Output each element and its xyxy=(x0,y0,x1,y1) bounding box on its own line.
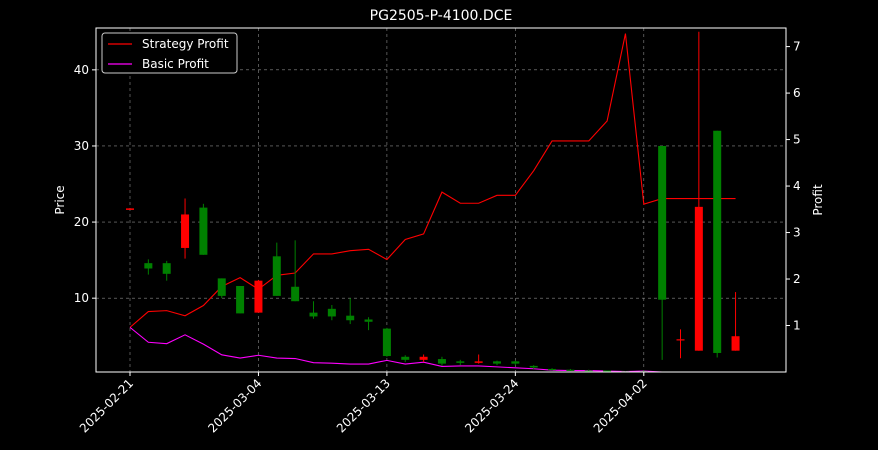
legend-box xyxy=(101,32,238,74)
candle-body xyxy=(529,365,538,368)
y-right-tick-label: 3 xyxy=(793,226,801,240)
x-tick-label: 2025-03-24 xyxy=(462,376,521,435)
candle-body xyxy=(603,370,612,372)
candle-body xyxy=(713,130,722,353)
x-tick-label: 2025-04-02 xyxy=(591,376,650,435)
candles xyxy=(126,31,740,373)
legend-label-strategy-profit: Strategy Profit xyxy=(142,37,229,51)
x-tick-label: 2025-03-04 xyxy=(205,376,264,435)
chart-title: PG2505-P-4100.DCE xyxy=(370,8,513,24)
candle-body xyxy=(162,263,171,274)
candle-body xyxy=(456,361,465,363)
candle-body xyxy=(217,278,226,296)
x-tick-label: 2025-02-21 xyxy=(77,376,136,435)
candle-body xyxy=(382,328,391,357)
candle-body xyxy=(327,308,336,317)
candle-body xyxy=(144,263,153,269)
y-left-tick-label: 40 xyxy=(74,63,89,77)
candle-body xyxy=(419,356,428,360)
candle-body xyxy=(511,361,520,364)
candle-body xyxy=(236,286,245,314)
candle-body xyxy=(548,368,557,371)
y-axis-left-label: Price xyxy=(53,185,67,214)
candle-body xyxy=(401,356,410,360)
candle-body xyxy=(272,256,281,296)
candle-body xyxy=(181,214,190,248)
x-tick-label: 2025-03-13 xyxy=(334,376,393,435)
y-left-tick-label: 20 xyxy=(74,215,89,229)
candle-body xyxy=(364,319,373,322)
candle-body xyxy=(493,361,501,364)
candle-body xyxy=(291,286,300,302)
legend-label-basic-profit: Basic Profit xyxy=(142,57,209,71)
basic-profit-line xyxy=(129,326,736,373)
candle-body xyxy=(199,207,208,255)
y-right-tick-label: 6 xyxy=(793,86,801,100)
y-right-tick-label: 4 xyxy=(793,179,801,193)
candle-body xyxy=(254,280,263,313)
candle-body xyxy=(309,312,318,317)
candle-body xyxy=(437,359,446,364)
y-right-tick-label: 7 xyxy=(793,40,801,54)
y-axis-right-label: Profit xyxy=(811,184,825,216)
legend: Strategy Profit Basic Profit xyxy=(101,32,238,74)
candle-body xyxy=(346,315,355,321)
candle-body xyxy=(731,336,740,351)
candle-body xyxy=(474,361,483,363)
plot-frame xyxy=(95,27,787,373)
candle-body xyxy=(584,370,593,372)
candle-body xyxy=(658,145,667,300)
y-right-tick-label: 5 xyxy=(793,133,801,147)
candle-body xyxy=(694,206,703,351)
series-layer xyxy=(129,33,736,373)
grid xyxy=(96,28,786,372)
strategy-profit-line xyxy=(129,33,736,328)
y-left-tick-label: 10 xyxy=(74,291,89,305)
candle-body xyxy=(566,369,575,371)
candle-body xyxy=(676,339,685,341)
y-right-tick-label: 1 xyxy=(793,319,801,333)
y-left-tick-label: 30 xyxy=(74,139,89,153)
candle-body xyxy=(126,208,134,210)
y-right-tick-label: 2 xyxy=(793,272,801,286)
